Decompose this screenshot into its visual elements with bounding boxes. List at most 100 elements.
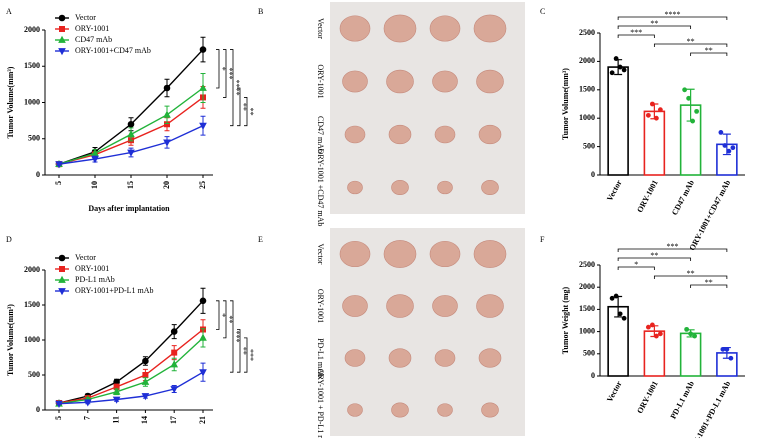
significance-label: *** <box>630 28 642 37</box>
legend-label: ORY-1001 <box>75 24 109 33</box>
y-axis-label: Tumor Weight (mg) <box>561 286 570 354</box>
y-tick-label: 2000 <box>24 265 40 274</box>
panel-label: F <box>540 235 545 244</box>
tumor <box>339 15 371 42</box>
x-tick-label: Vector <box>605 178 624 202</box>
series-line <box>58 300 204 404</box>
marker <box>127 149 135 157</box>
significance-label: ** <box>239 103 248 111</box>
significance-bracket <box>617 16 728 20</box>
significance-bracket <box>653 43 728 47</box>
legend-label: ORY-1001 <box>75 264 109 273</box>
marker <box>58 275 66 283</box>
tumor <box>434 125 456 144</box>
significance-bracket <box>617 25 692 29</box>
tumor <box>342 295 368 317</box>
series-line <box>58 49 204 165</box>
marker <box>170 360 179 368</box>
marker <box>163 139 171 147</box>
y-tick-label: 500 <box>583 349 595 358</box>
x-tick-label: 5 <box>54 181 63 185</box>
significance-bracket <box>617 248 728 252</box>
data-point <box>682 87 688 93</box>
x-tick-label: 5 <box>54 416 63 420</box>
marker <box>58 288 66 296</box>
tumor <box>437 180 453 195</box>
marker <box>55 161 63 169</box>
y-tick-label: 1500 <box>24 300 40 309</box>
x-tick-label: 10 <box>90 181 99 189</box>
significance-bracket <box>690 284 728 288</box>
tumor <box>342 70 368 93</box>
significance-label: *** <box>246 349 255 361</box>
marker <box>58 35 66 43</box>
x-tick-label: 21 <box>198 416 207 424</box>
marker <box>58 48 66 56</box>
tumor <box>429 15 461 42</box>
tumor <box>481 402 499 418</box>
series-line <box>58 371 204 405</box>
tumor <box>386 294 414 318</box>
tumor <box>476 294 504 318</box>
x-tick-label: 14 <box>140 416 149 424</box>
x-tick-label: Vector <box>605 379 624 403</box>
significance-bracket <box>216 49 220 89</box>
marker <box>142 357 149 365</box>
tumor <box>476 69 504 94</box>
significance-label: ** <box>246 108 255 116</box>
tumor <box>383 14 417 43</box>
significance-bracket <box>223 49 227 98</box>
marker <box>171 349 178 356</box>
marker <box>199 369 207 377</box>
significance-bracket <box>237 87 241 127</box>
group-label: PD-L1 mAb <box>316 338 325 378</box>
y-tick-label: 2500 <box>579 260 595 269</box>
group-label: ORY-1001 <box>316 64 325 98</box>
marker <box>58 14 66 22</box>
tumor <box>388 124 412 145</box>
data-point <box>617 311 623 317</box>
y-tick-label: 500 <box>28 370 40 379</box>
x-tick-label: 7 <box>83 416 92 420</box>
data-point <box>684 326 690 332</box>
y-tick-label: 0 <box>36 405 40 414</box>
x-tick-label: 11 <box>111 416 120 424</box>
marker <box>199 333 207 341</box>
tumor <box>386 69 414 94</box>
x-tick-label: 15 <box>126 181 135 189</box>
data-point <box>694 108 700 114</box>
marker <box>83 399 92 407</box>
tumor <box>478 348 502 368</box>
panel-label: E <box>258 235 263 244</box>
data-point <box>645 324 651 330</box>
legend-label: CD47 mAb <box>75 35 112 44</box>
significance-bracket <box>216 300 220 330</box>
significance-label: * <box>634 260 638 269</box>
marker <box>141 393 150 401</box>
marker <box>112 387 121 395</box>
tumor <box>344 125 366 144</box>
significance-label: *** <box>232 331 241 343</box>
marker <box>127 120 135 128</box>
tumor <box>344 349 366 367</box>
y-tick-label: 2000 <box>579 56 595 65</box>
significance-bracket <box>617 34 655 38</box>
panel-label: C <box>540 7 545 16</box>
marker <box>163 84 171 92</box>
series-line <box>58 337 204 405</box>
group-label: CD47 mAb <box>316 116 325 153</box>
significance-label: * <box>218 67 227 71</box>
x-axis-label: Days after implantation <box>88 204 170 213</box>
group-label: ORY-1001 +CD47 mAb <box>316 149 325 227</box>
tumor <box>473 14 507 43</box>
significance-label: ** <box>650 251 658 260</box>
tumor <box>383 240 417 268</box>
y-tick-label: 1000 <box>579 113 595 122</box>
tumor <box>473 240 507 268</box>
marker <box>58 254 66 262</box>
marker <box>199 297 207 305</box>
data-point <box>645 112 651 118</box>
group-label: ORY-1001 + PD-L1 mAb <box>316 369 325 438</box>
data-point <box>686 95 692 101</box>
y-tick-label: 1000 <box>24 335 40 344</box>
